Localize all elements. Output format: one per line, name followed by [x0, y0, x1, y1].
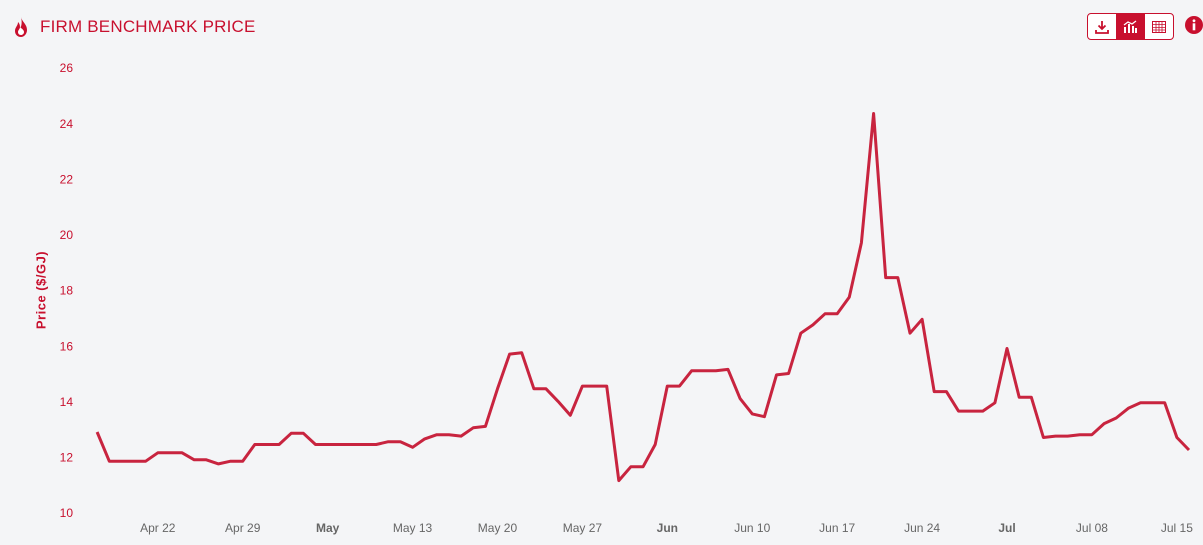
table-view-button[interactable] [1145, 14, 1173, 39]
y-axis-label: Price ($/GJ) [33, 251, 48, 329]
toolbar [1087, 13, 1174, 40]
x-tick-label: Jun 10 [734, 521, 770, 535]
x-tick-label: Jun 17 [819, 521, 855, 535]
x-tick-label: Jun 24 [904, 521, 940, 535]
y-tick-label: 24 [60, 117, 74, 131]
y-tick-label: 14 [60, 395, 74, 409]
flame-icon [15, 17, 27, 37]
x-tick-label: Apr 29 [225, 521, 261, 535]
x-tick-label: Jul 08 [1076, 521, 1108, 535]
x-tick-label: May 27 [563, 521, 603, 535]
price-line [95, 112, 1191, 483]
x-tick-label: May 13 [393, 521, 433, 535]
y-tick-label: 18 [60, 284, 74, 298]
y-tick-label: 12 [60, 451, 74, 465]
chart-title: FIRM BENCHMARK PRICE [40, 17, 256, 36]
y-tick-label: 16 [60, 339, 74, 353]
y-tick-label: 26 [60, 61, 74, 75]
x-tick-label: Jun [657, 521, 678, 535]
y-tick-label: 22 [60, 172, 74, 186]
x-tick-label: May 20 [478, 521, 518, 535]
info-button[interactable] [1185, 16, 1203, 34]
chart-view-button[interactable] [1116, 14, 1145, 39]
y-tick-label: 20 [60, 228, 74, 242]
x-tick-label: Jul [998, 521, 1015, 535]
download-button[interactable] [1088, 14, 1116, 39]
y-tick-label: 10 [60, 506, 74, 520]
x-tick-label: Apr 22 [140, 521, 176, 535]
x-tick-label: May [316, 521, 340, 535]
x-tick-label: Jul 15 [1161, 521, 1193, 535]
